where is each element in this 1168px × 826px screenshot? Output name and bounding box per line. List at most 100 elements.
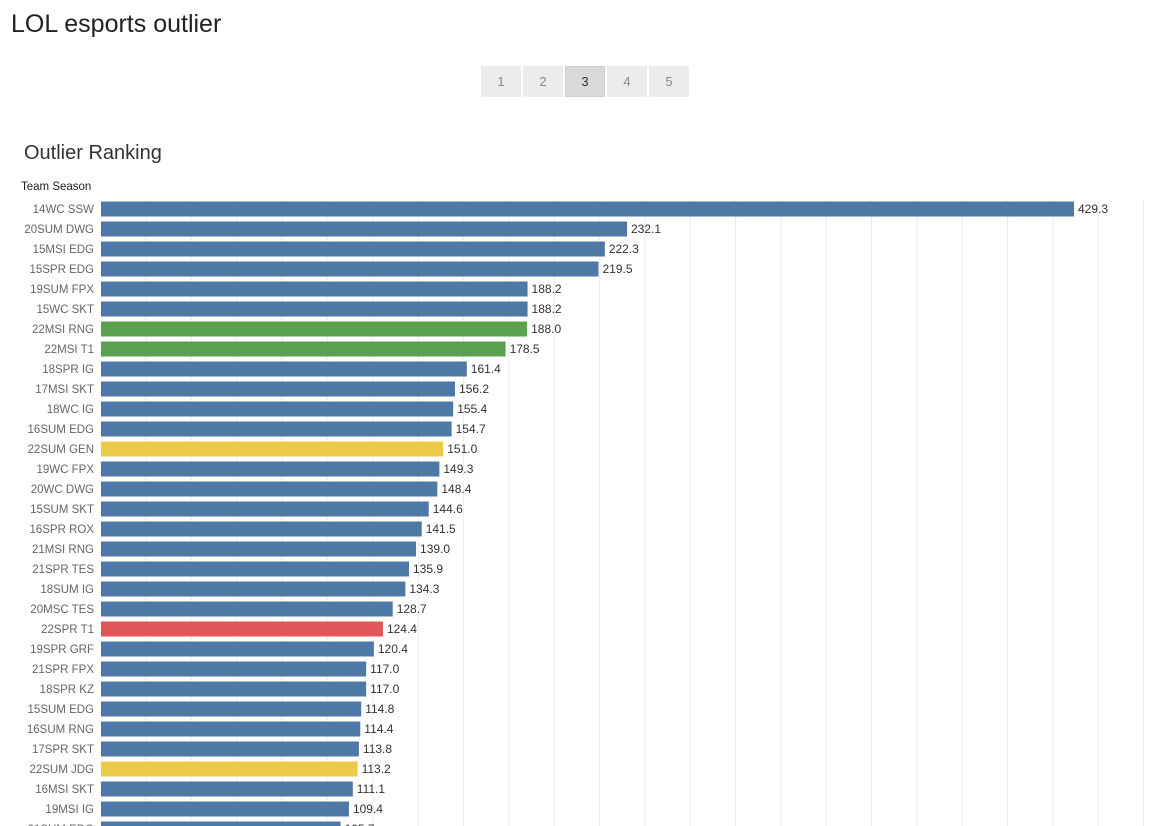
category-label: 22MSI T1	[44, 344, 94, 356]
category-label: 18WC IG	[47, 404, 94, 416]
value-label: 222.3	[609, 242, 639, 256]
category-label: 16SUM EDG	[28, 424, 95, 436]
bar[interactable]	[101, 721, 361, 737]
value-label: 105.7	[345, 822, 375, 826]
page-button-5[interactable]: 5	[649, 66, 689, 97]
value-label: 128.7	[397, 602, 427, 616]
bar[interactable]	[101, 501, 429, 517]
category-label: 15SPR EDG	[29, 264, 94, 276]
page-button-1[interactable]: 1	[481, 66, 521, 97]
category-label: 17MSI SKT	[35, 384, 94, 396]
bar[interactable]	[101, 301, 528, 317]
value-label: 144.6	[433, 502, 463, 516]
value-label: 124.4	[387, 622, 417, 636]
category-label: 21MSI RNG	[32, 544, 94, 556]
value-label: 113.8	[363, 742, 392, 756]
value-label: 120.4	[378, 642, 408, 656]
value-label: 109.4	[353, 802, 383, 816]
category-label: 16SPR ROX	[29, 524, 94, 536]
bar[interactable]	[101, 601, 393, 617]
value-label: 139.0	[420, 542, 450, 556]
value-label: 117.0	[370, 662, 399, 676]
bar[interactable]	[101, 761, 358, 777]
chart-title: Outlier Ranking	[24, 142, 162, 164]
value-label: 219.5	[602, 262, 632, 276]
category-label: 19WC FPX	[36, 464, 94, 476]
category-label: 17SPR SKT	[32, 744, 94, 756]
category-label: 14WC SSW	[33, 204, 94, 216]
bar[interactable]	[101, 541, 417, 557]
page-button-3[interactable]: 3	[565, 66, 605, 97]
category-label: 18SPR KZ	[40, 684, 94, 696]
category-label: 21SPR TES	[32, 564, 94, 576]
bar[interactable]	[101, 461, 440, 477]
bar[interactable]	[101, 401, 454, 417]
bar[interactable]	[101, 521, 422, 537]
bar[interactable]	[101, 701, 362, 717]
category-label: 15SUM EDG	[28, 704, 95, 716]
value-label: 113.2	[362, 762, 391, 776]
page-title: LOL esports outlier	[11, 10, 222, 38]
category-label: 16MSI SKT	[35, 784, 94, 796]
value-label: 154.7	[456, 422, 486, 436]
value-label: 232.1	[631, 222, 661, 236]
category-label: 20SUM DWG	[24, 224, 94, 236]
bar[interactable]	[101, 261, 599, 277]
bar[interactable]	[101, 801, 349, 817]
value-label: 188.0	[531, 322, 561, 336]
bar[interactable]	[101, 361, 467, 377]
bar[interactable]	[101, 681, 367, 697]
value-label: 117.0	[370, 682, 399, 696]
category-label: 15SUM SKT	[30, 504, 94, 516]
page-button-4[interactable]: 4	[607, 66, 647, 97]
category-label: 21SPR FPX	[32, 664, 94, 676]
bar[interactable]	[101, 821, 341, 826]
value-label: 114.4	[364, 722, 393, 736]
bar[interactable]	[101, 621, 383, 637]
value-label: 151.0	[447, 442, 477, 456]
pagination: 1 2 3 4 5	[481, 66, 689, 97]
bar[interactable]	[101, 241, 605, 257]
category-label: 20WC DWG	[31, 484, 94, 496]
value-label: 161.4	[471, 362, 501, 376]
bar[interactable]	[101, 441, 444, 457]
category-label: 22SUM GEN	[28, 444, 94, 456]
value-label: 114.8	[365, 702, 394, 716]
value-label: 148.4	[441, 482, 471, 496]
bar[interactable]	[101, 481, 438, 497]
category-axis-title: Team Season	[21, 181, 92, 193]
value-label: 188.2	[532, 302, 562, 316]
category-label: 19SUM FPX	[30, 284, 94, 296]
value-label: 141.5	[426, 522, 456, 536]
value-label: 178.5	[510, 342, 540, 356]
bar[interactable]	[101, 561, 410, 577]
value-label: 155.4	[457, 402, 487, 416]
category-label: 20MSC TES	[30, 604, 94, 616]
category-label: 22MSI RNG	[32, 324, 94, 336]
category-label: 15MSI EDG	[33, 244, 94, 256]
value-label: 156.2	[459, 382, 489, 396]
bar[interactable]	[101, 741, 359, 757]
bar[interactable]	[101, 341, 506, 357]
bar[interactable]	[101, 661, 367, 677]
category-label: 18SUM IG	[40, 584, 94, 596]
category-label: 19SPR GRF	[30, 644, 94, 656]
category-label: 19MSI IG	[45, 804, 94, 816]
bar[interactable]	[101, 781, 353, 797]
bar[interactable]	[101, 321, 528, 337]
value-label: 188.2	[532, 282, 562, 296]
category-label: 22SPR T1	[41, 624, 94, 636]
bar[interactable]	[101, 421, 452, 437]
bar[interactable]	[101, 281, 528, 297]
bar[interactable]	[101, 641, 374, 657]
value-label: 111.1	[357, 782, 386, 796]
bar[interactable]	[101, 381, 456, 397]
value-label: 429.3	[1078, 202, 1108, 216]
bars: 14WC SSW 429.3 20SUM DWG 232.1 15MSI EDG 222.…	[24, 201, 1108, 826]
bar[interactable]	[101, 581, 406, 597]
bar[interactable]	[101, 221, 628, 237]
bar[interactable]	[101, 201, 1074, 217]
value-label: 135.9	[413, 562, 443, 576]
category-label: 15WC SKT	[36, 304, 94, 316]
page-button-2[interactable]: 2	[523, 66, 563, 97]
